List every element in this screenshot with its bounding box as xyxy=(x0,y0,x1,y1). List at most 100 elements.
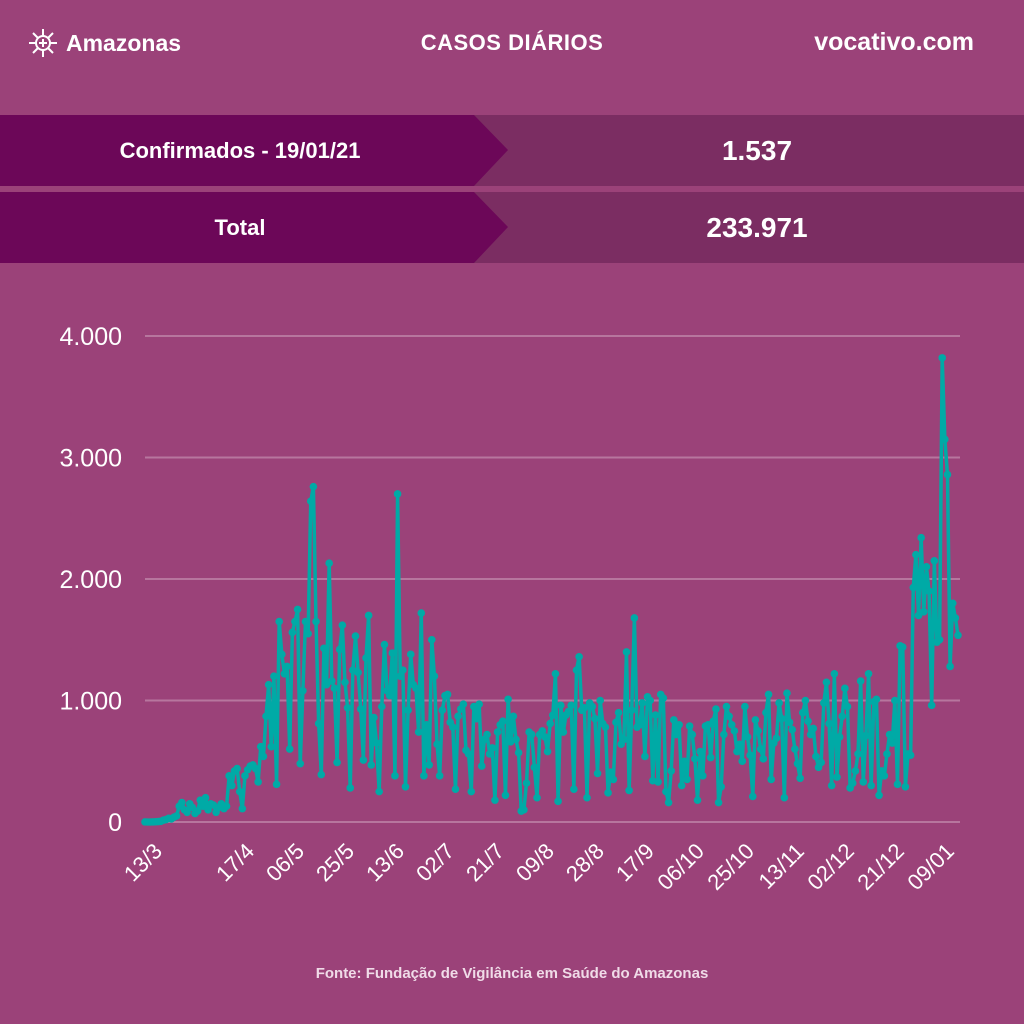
data-point xyxy=(864,669,873,678)
data-point xyxy=(943,470,952,479)
data-point xyxy=(767,775,775,784)
data-point xyxy=(343,703,352,712)
data-point xyxy=(309,482,318,491)
data-point xyxy=(817,758,825,767)
data-point xyxy=(449,723,457,732)
page-title: CASOS DIÁRIOS xyxy=(420,30,604,55)
data-point xyxy=(396,672,405,680)
data-point xyxy=(748,792,757,801)
data-point xyxy=(520,806,528,814)
data-point xyxy=(622,648,631,656)
data-point xyxy=(393,490,402,498)
data-point xyxy=(559,728,568,736)
data-point xyxy=(880,772,889,780)
data-point xyxy=(638,699,647,707)
data-point xyxy=(751,716,760,724)
data-point xyxy=(785,718,794,727)
data-point xyxy=(762,708,770,717)
data-point xyxy=(367,761,376,769)
data-point xyxy=(580,703,589,712)
data-point xyxy=(575,652,583,661)
data-point xyxy=(630,614,639,622)
data-point xyxy=(238,804,247,813)
data-point xyxy=(438,706,447,715)
x-tick-label: 13/6 xyxy=(361,838,409,886)
data-point xyxy=(264,680,273,689)
brand-logo: Amazonas xyxy=(28,28,181,58)
x-tick-label: 25/5 xyxy=(311,838,359,886)
data-point xyxy=(341,678,349,687)
x-tick-label: 13/11 xyxy=(754,838,809,893)
data-point xyxy=(499,717,507,725)
data-point xyxy=(848,779,857,787)
data-point xyxy=(399,666,407,674)
data-point xyxy=(420,772,428,780)
data-point xyxy=(651,711,660,719)
data-point xyxy=(883,750,891,758)
data-point xyxy=(280,669,289,678)
data-point xyxy=(919,608,928,616)
data-point xyxy=(314,719,323,728)
data-point xyxy=(714,798,723,807)
data-point xyxy=(951,614,960,622)
data-point xyxy=(854,750,862,758)
data-point xyxy=(328,677,336,685)
data-point xyxy=(514,748,523,757)
data-point xyxy=(333,758,341,767)
data-point xyxy=(856,677,865,685)
data-point xyxy=(875,791,883,800)
data-point xyxy=(733,747,741,756)
data-point xyxy=(377,702,386,711)
data-point xyxy=(412,684,420,693)
data-point xyxy=(812,752,820,761)
data-point xyxy=(262,712,270,721)
data-point xyxy=(312,617,320,626)
data-point xyxy=(872,695,881,704)
data-point xyxy=(364,611,373,620)
confirmed-label: Confirmados - 19/01/21 xyxy=(0,115,508,186)
data-point xyxy=(862,731,870,740)
data-point xyxy=(625,786,633,795)
confirmed-row: Confirmados - 19/01/21 1.537 xyxy=(0,115,1024,186)
data-point xyxy=(556,701,565,710)
data-point xyxy=(485,750,494,758)
data-point xyxy=(509,712,518,721)
data-point xyxy=(251,764,260,773)
data-point xyxy=(867,781,875,790)
data-point xyxy=(738,757,747,766)
data-point xyxy=(777,714,786,723)
data-point xyxy=(946,662,954,671)
x-tick-label: 09/8 xyxy=(511,838,559,886)
y-tick-label: 1.000 xyxy=(59,688,122,716)
data-point xyxy=(570,785,578,793)
data-point xyxy=(354,668,362,677)
data-point xyxy=(743,733,752,741)
data-point xyxy=(930,556,939,565)
data-point xyxy=(806,730,815,739)
confirmed-value: 1.537 xyxy=(721,134,793,166)
data-point xyxy=(646,696,654,705)
data-point xyxy=(677,781,686,790)
data-point xyxy=(541,733,549,741)
data-point xyxy=(304,629,312,638)
site-name: vocativo.com xyxy=(814,28,974,56)
x-tick-label: 06/10 xyxy=(652,838,709,895)
data-point xyxy=(588,702,597,711)
data-point xyxy=(922,563,931,571)
data-point xyxy=(691,755,699,763)
data-point xyxy=(833,773,841,781)
data-point xyxy=(948,599,957,608)
data-point xyxy=(351,632,360,640)
x-tick-label: 06/5 xyxy=(261,838,309,886)
data-point xyxy=(325,559,333,568)
data-point xyxy=(483,730,491,739)
data-point xyxy=(917,533,925,542)
data-point xyxy=(667,767,676,775)
data-point xyxy=(433,740,441,749)
data-point xyxy=(746,751,754,759)
data-point xyxy=(228,781,236,790)
data-point xyxy=(683,775,691,784)
data-point xyxy=(299,686,307,695)
data-point xyxy=(256,742,265,751)
y-tick-label: 2.000 xyxy=(59,566,122,594)
